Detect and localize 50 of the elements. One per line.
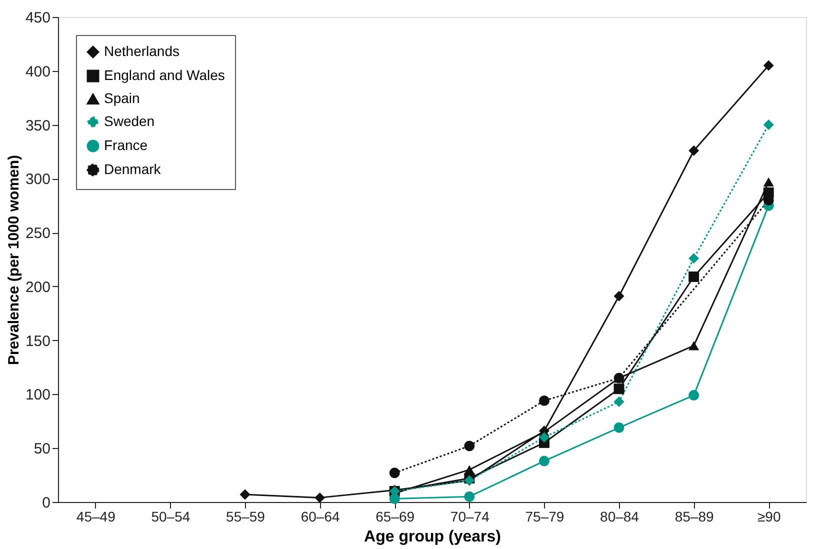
point xyxy=(688,272,700,282)
legend-label: Denmark xyxy=(104,161,162,177)
y-tick-label: 50 xyxy=(34,440,50,458)
x-tick-label: 85–89 xyxy=(674,508,714,524)
point xyxy=(538,395,550,406)
y-tick-label: 0 xyxy=(42,494,50,512)
point xyxy=(763,120,774,130)
point xyxy=(688,390,700,401)
x-tick-label: 45–49 xyxy=(76,508,116,524)
x-tick-label: 60–64 xyxy=(300,508,340,524)
y-tick-label: 150 xyxy=(25,332,50,350)
point xyxy=(614,290,624,302)
point xyxy=(614,384,624,394)
x-axis-title: Age group (years) xyxy=(364,528,501,546)
point xyxy=(389,468,400,478)
point xyxy=(763,177,774,186)
y-tick-label: 300 xyxy=(25,171,50,188)
point xyxy=(614,422,624,433)
legend-label: Sweden xyxy=(104,113,155,129)
point xyxy=(688,145,700,156)
x-tick-label: 80–84 xyxy=(600,508,640,524)
point xyxy=(464,440,475,452)
x-tick-label: 55–59 xyxy=(226,508,266,524)
legend-label: Netherlands xyxy=(104,43,180,59)
y-tick-label: 250 xyxy=(25,225,50,242)
y-axis-title: Prevalence (per 1000 women) xyxy=(5,154,22,366)
point xyxy=(688,253,700,264)
y-tick-label: 450 xyxy=(25,10,50,26)
x-tick-label: 75–79 xyxy=(525,508,564,524)
x-tick-label: ≥90 xyxy=(757,508,781,524)
point xyxy=(464,465,475,474)
y-tick-label: 100 xyxy=(25,386,50,404)
legend-label: England and Wales xyxy=(104,67,225,83)
legend-label: France xyxy=(104,137,148,153)
point xyxy=(538,432,550,443)
y-tick-label: 200 xyxy=(25,278,50,296)
point xyxy=(240,489,250,500)
y-tick-label: 350 xyxy=(25,117,50,134)
y-tick-label: 400 xyxy=(25,63,50,80)
point xyxy=(314,492,326,503)
point xyxy=(763,60,774,71)
x-tick-label: 65–69 xyxy=(376,508,415,524)
legend-label: Spain xyxy=(104,90,140,106)
point xyxy=(538,456,550,466)
x-tick-label: 50–54 xyxy=(151,508,190,524)
point xyxy=(688,341,700,350)
point xyxy=(614,396,624,408)
point xyxy=(464,491,475,502)
point xyxy=(389,494,400,504)
x-tick-label: 70–74 xyxy=(450,508,490,524)
